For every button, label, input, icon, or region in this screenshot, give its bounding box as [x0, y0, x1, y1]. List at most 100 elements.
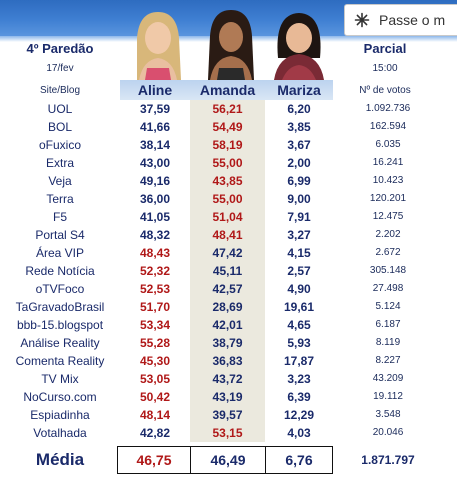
- table-row: Terra 36,00 55,00 9,00 120.201: [0, 190, 457, 208]
- parcial-time: 15:00: [372, 63, 398, 74]
- site-cell: TV Mix: [41, 372, 79, 386]
- aline-value: 53,05: [139, 372, 171, 386]
- media-amanda: 46,49: [191, 446, 266, 474]
- mariza-value: 19,61: [283, 300, 315, 314]
- amanda-value: 36,83: [212, 354, 243, 368]
- amanda-value: 47,42: [212, 246, 243, 260]
- amanda-value: 51,04: [212, 210, 243, 224]
- site-cell: Portal S4: [35, 228, 85, 242]
- votes-cell: 162.594: [369, 121, 407, 132]
- votes-cell: 2.202: [375, 229, 401, 240]
- mariza-value: 6,99: [287, 174, 311, 188]
- amanda-value: 42,01: [212, 318, 243, 332]
- mariza-value: 5,93: [287, 336, 311, 350]
- mariza-value: 9,00: [287, 192, 311, 206]
- votes-cell: 6.035: [375, 139, 401, 150]
- amanda-value: 45,11: [212, 264, 243, 278]
- votes-cell: 1.092.736: [365, 103, 411, 114]
- aline-value: 52,53: [139, 282, 171, 296]
- mariza-value: 7,91: [287, 210, 311, 224]
- site-cell: Análise Reality: [20, 336, 100, 350]
- site-cell: Área VIP: [35, 246, 85, 260]
- site-cell: Terra: [46, 192, 74, 206]
- amanda-value: 43,19: [212, 390, 243, 404]
- table-row: Análise Reality 55,28 38,79 5,93 8.119: [0, 334, 457, 352]
- table-row: Rede Notícia 52,32 45,11 2,57 305.148: [0, 262, 457, 280]
- mariza-value: 3,27: [287, 228, 311, 242]
- media-total-votes: 1.871.797: [361, 453, 415, 467]
- aline-value: 55,28: [139, 336, 171, 350]
- mariza-value: 17,87: [283, 354, 315, 368]
- votes-cell: 5.124: [375, 301, 401, 312]
- amanda-value: 43,72: [212, 372, 243, 386]
- mariza-value: 2,00: [287, 156, 311, 170]
- candidate-header-aline: Aline: [120, 80, 190, 100]
- votes-cell: 19.112: [373, 391, 403, 402]
- paredao-date: 17/fev: [46, 63, 74, 74]
- site-cell: oFuxico: [38, 138, 82, 152]
- table-row: TV Mix 53,05 43,72 3,23 43.209: [0, 370, 457, 388]
- table-row: Comenta Reality 45,30 36,83 17,87 8.227: [0, 352, 457, 370]
- table-row: NoCurso.com 50,42 43,19 6,39 19.112: [0, 388, 457, 406]
- amanda-value: 56,21: [212, 102, 243, 116]
- site-cell: Votalhada: [33, 426, 87, 440]
- table-row: TaGravadoBrasil 51,70 28,69 19,61 5.124: [0, 298, 457, 316]
- site-cell: F5: [52, 210, 67, 224]
- amanda-value: 39,57: [212, 408, 243, 422]
- aline-value: 38,14: [139, 138, 171, 152]
- votes-column-header: Nº de votos: [359, 85, 411, 96]
- amanda-value: 55,00: [212, 156, 243, 170]
- browser-hover-chip[interactable]: Passe o m: [344, 4, 457, 36]
- table-row: Área VIP 48,43 47,42 4,15 2.672: [0, 244, 457, 262]
- mariza-value: 3,67: [287, 138, 311, 152]
- aline-value: 51,70: [139, 300, 171, 314]
- table-row: UOL 37,59 56,21 6,20 1.092.736: [0, 100, 457, 118]
- site-column-header: Site/Blog: [39, 85, 81, 96]
- mariza-photo: [266, 8, 332, 80]
- mariza-value: 6,39: [287, 390, 311, 404]
- aline-value: 42,82: [139, 426, 171, 440]
- amanda-value: 53,15: [212, 426, 243, 440]
- votes-cell: 12.475: [372, 211, 404, 222]
- aline-value: 50,42: [139, 390, 171, 404]
- votes-cell: 2.672: [375, 247, 401, 258]
- mariza-value: 3,85: [287, 120, 311, 134]
- votes-cell: 120.201: [369, 193, 407, 204]
- media-mariza: 6,76: [266, 446, 333, 474]
- aline-value: 53,34: [139, 318, 171, 332]
- table-row: bbb-15.blogspot 53,34 42,01 4,65 6.187: [0, 316, 457, 334]
- amanda-value: 48,41: [212, 228, 243, 242]
- site-cell: BOL: [47, 120, 72, 134]
- site-cell: Comenta Reality: [15, 354, 105, 368]
- table-row: Extra 43,00 55,00 2,00 16.241: [0, 154, 457, 172]
- aline-value: 41,05: [139, 210, 171, 224]
- votes-cell: 43.209: [372, 373, 404, 384]
- mariza-value: 12,29: [283, 408, 315, 422]
- poll-table: UOL 37,59 56,21 6,20 1.092.736 BOL 41,66 54,49 3…: [0, 100, 457, 442]
- table-row: oFuxico 38,14 58,19 3,67 6.035: [0, 136, 457, 154]
- site-cell: Veja: [48, 174, 72, 188]
- aline-photo: [125, 8, 191, 80]
- aline-value: 41,66: [139, 120, 171, 134]
- amanda-value: 42,57: [212, 282, 243, 296]
- table-row: Veja 49,16 43,85 6,99 10.423: [0, 172, 457, 190]
- mariza-value: 2,57: [287, 264, 311, 278]
- site-cell: oTVFoco: [35, 282, 85, 296]
- amanda-value: 38,79: [212, 336, 243, 350]
- amanda-value: 28,69: [212, 300, 243, 314]
- votes-cell: 20.046: [372, 427, 404, 438]
- aline-value: 37,59: [139, 102, 171, 116]
- amanda-column-shade: [190, 100, 265, 442]
- mariza-value: 4,65: [287, 318, 311, 332]
- site-cell: Espiadinha: [30, 408, 90, 422]
- aline-value: 48,14: [139, 408, 171, 422]
- amanda-value: 54,49: [212, 120, 243, 134]
- votes-cell: 10.423: [372, 175, 404, 186]
- mariza-value: 6,20: [287, 102, 311, 116]
- media-aline: 46,75: [117, 446, 191, 474]
- mariza-value: 4,15: [287, 246, 311, 260]
- site-cell: TaGravadoBrasil: [15, 300, 105, 314]
- mariza-value: 4,03: [287, 426, 311, 440]
- table-row: Votalhada 42,82 53,15 4,03 20.046: [0, 424, 457, 442]
- aline-value: 48,32: [139, 228, 171, 242]
